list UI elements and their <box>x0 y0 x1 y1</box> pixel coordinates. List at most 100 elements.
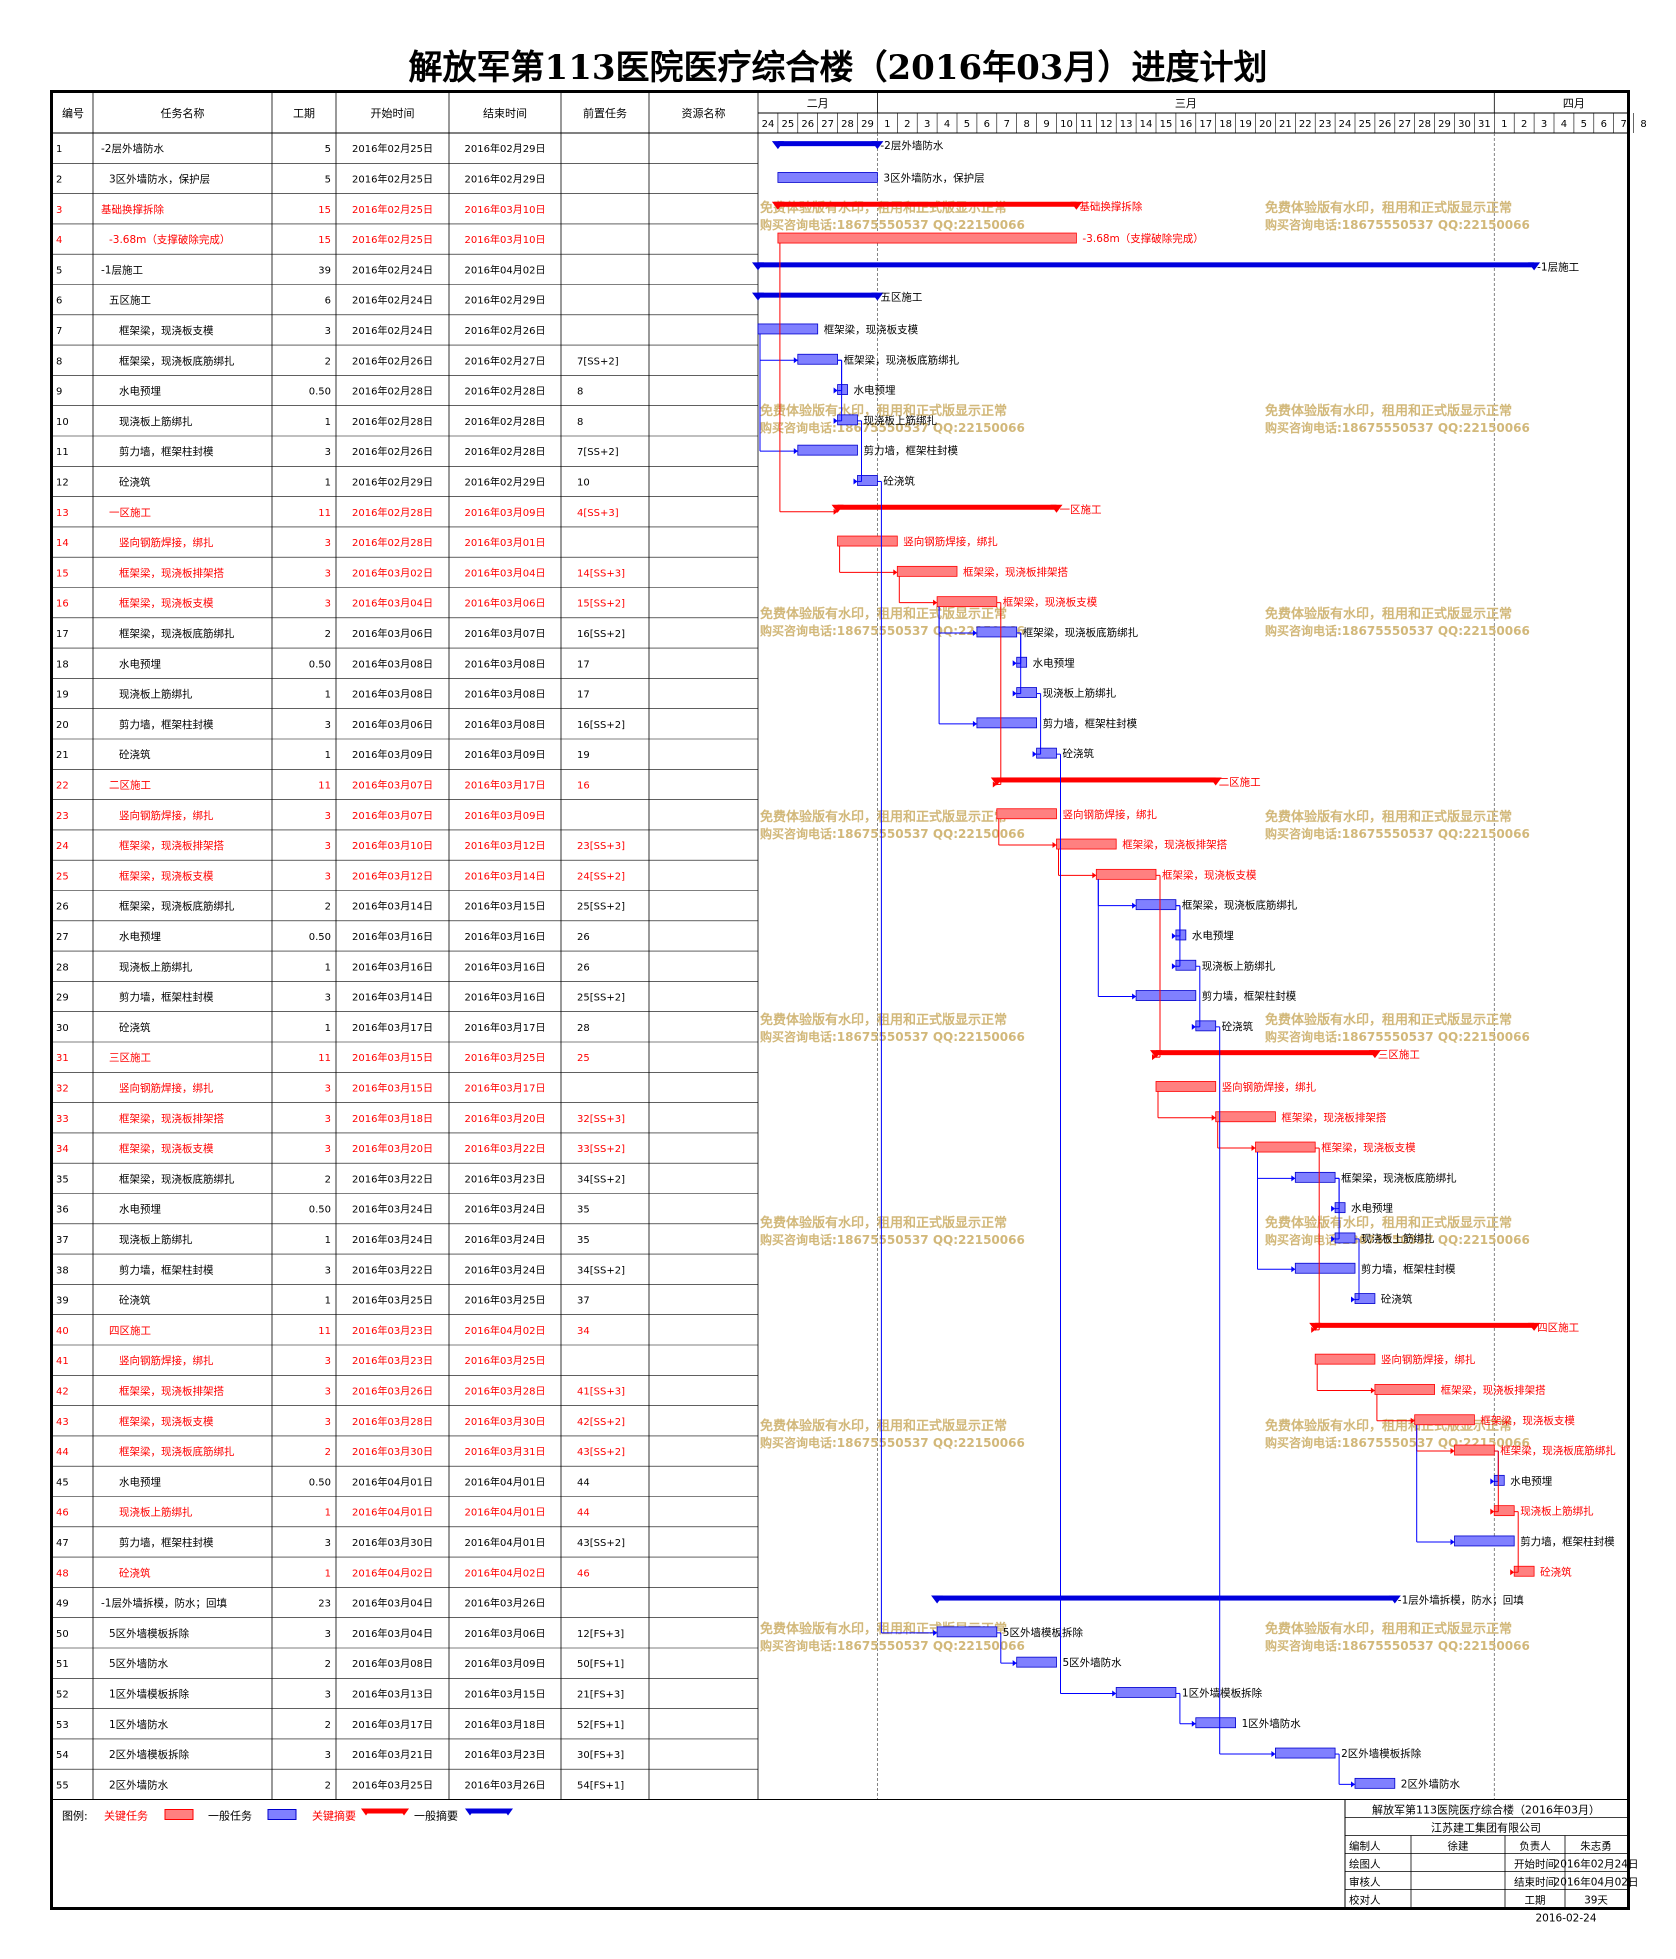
task-bar <box>1334 1232 1356 1244</box>
task-start: 2016年03月23日 <box>352 1354 433 1367</box>
info-cell: 校对人 <box>1349 1894 1381 1907</box>
summary-cap <box>1368 1050 1381 1059</box>
watermark-text: 购买咨询电话:18675550537 QQ:22150066 <box>760 826 1025 841</box>
watermark-text: 免费体验版有水印，租用和正式版显示正常 <box>760 403 1007 419</box>
task-bar <box>797 353 838 365</box>
task-id: 11 <box>56 447 69 458</box>
summary-cap <box>990 777 1003 786</box>
day-label: 7 <box>1620 119 1626 130</box>
task-id: 28 <box>56 962 69 973</box>
task-id: 8 <box>56 356 62 367</box>
legend-cap <box>361 1808 371 1816</box>
month-label: 三月 <box>1175 97 1197 110</box>
gantt-frame <box>50 90 1630 1910</box>
task-bar <box>1056 838 1117 850</box>
task-name: 水电预埋 <box>119 1203 161 1216</box>
bar-label: 框架梁，现浇板底筋绑扎 <box>1023 626 1139 639</box>
column-header: 开始时间 <box>371 106 415 120</box>
column-header: 资源名称 <box>682 106 726 120</box>
dependency-arrow <box>1092 872 1097 879</box>
dependency-arrow <box>1191 1720 1196 1727</box>
task-end: 2016年03月24日 <box>465 1233 546 1246</box>
task-name: 水电预埋 <box>119 385 161 398</box>
task-id: 19 <box>56 690 69 701</box>
task-duration: 1 <box>325 1568 331 1579</box>
task-id: 26 <box>56 902 69 913</box>
task-duration: 3 <box>325 720 331 731</box>
dependency-arrow <box>833 387 838 394</box>
bar-label: 框架梁，现浇板排架搭 <box>1441 1383 1546 1396</box>
task-bar <box>1016 687 1038 698</box>
task-id: 18 <box>56 659 69 670</box>
task-bar <box>1175 929 1187 941</box>
dependency-arrow <box>1012 690 1017 697</box>
task-bar <box>837 384 848 395</box>
task-start: 2016年02月25日 <box>352 203 433 216</box>
task-end: 2016年03月06日 <box>465 597 546 610</box>
info-project: 解放军第113医院医疗综合楼（2016年03月） <box>1372 1803 1600 1817</box>
bar-label: -3.68m（支撑破除完成） <box>1082 232 1203 245</box>
info-cell: 审核人 <box>1349 1876 1381 1889</box>
dependency-arrow <box>1052 842 1057 849</box>
dependency-arrow <box>1211 1114 1216 1121</box>
task-end: 2016年03月16日 <box>465 930 546 943</box>
task-predecessor: 28 <box>577 1023 590 1034</box>
dependency-arrow <box>933 599 938 606</box>
task-duration: 3 <box>325 811 331 822</box>
bar-label: 竖向钢筋焊接，绑扎 <box>1222 1080 1317 1093</box>
day-label: 9 <box>1043 119 1049 130</box>
summary-bar <box>1156 1050 1375 1056</box>
day-label: 16 <box>1179 119 1192 130</box>
task-end: 2016年03月06日 <box>465 1627 546 1640</box>
task-predecessor: 44 <box>577 1477 590 1488</box>
dependency-arrow <box>793 357 798 364</box>
task-predecessor: 7[SS+2] <box>577 356 619 367</box>
dependency-arrow <box>972 629 977 636</box>
day-label: 26 <box>1378 119 1391 130</box>
watermark-text: 购买咨询电话:18675550537 QQ:22150066 <box>1265 217 1530 232</box>
task-predecessor: 25[SS+2] <box>577 993 625 1004</box>
legend-normal-summary-swatch <box>470 1808 508 1814</box>
task-id: 52 <box>56 1689 69 1700</box>
task-name: -2层外墙防水 <box>101 142 164 155</box>
watermark-text: 购买咨询电话:18675550537 QQ:22150066 <box>1265 826 1530 841</box>
task-start: 2016年02月29日 <box>352 475 433 488</box>
task-predecessor: 32[SS+3] <box>577 1114 625 1125</box>
task-bar <box>896 565 958 577</box>
bar-label: 剪力墙，框架柱封模 <box>1361 1262 1456 1275</box>
bar-label: 1区外墙防水 <box>1242 1717 1302 1730</box>
summary-bar <box>1315 1322 1535 1328</box>
task-start: 2016年03月08日 <box>352 688 433 701</box>
dependency-arrow <box>1370 1387 1375 1394</box>
task-predecessor: 33[SS+2] <box>577 1144 625 1155</box>
task-bar <box>777 172 878 183</box>
task-end: 2016年03月16日 <box>465 991 546 1004</box>
task-bar <box>757 323 819 335</box>
dependency-arrow <box>1012 660 1017 667</box>
watermark-text: 免费体验版有水印，租用和正式版显示正常 <box>1265 1012 1512 1028</box>
task-id: 51 <box>56 1659 69 1670</box>
bar-label: -1层施工 <box>1537 260 1579 273</box>
day-label: 24 <box>1339 119 1352 130</box>
task-bar <box>857 475 878 486</box>
dependency-arrow <box>1191 1023 1196 1030</box>
day-label: 13 <box>1120 119 1133 130</box>
watermark-text: 免费体验版有水印，租用和正式版显示正常 <box>760 1012 1007 1028</box>
dependency-arrow <box>1450 1538 1455 1545</box>
task-id: 23 <box>56 811 69 822</box>
summary-cap <box>771 201 784 210</box>
task-start: 2016年03月22日 <box>352 1263 433 1276</box>
watermark-text: 免费体验版有水印，租用和正式版显示正常 <box>1265 403 1512 419</box>
dependency-arrow <box>1271 1751 1276 1758</box>
task-start: 2016年03月09日 <box>352 748 433 761</box>
info-cell: 2016年04月02日 <box>1554 1876 1639 1889</box>
bar-label: 2区外墙模板拆除 <box>1341 1747 1422 1760</box>
task-name: 3区外墙防水，保护层 <box>109 172 210 185</box>
bar-label: 框架梁，现浇板排架搭 <box>1122 838 1227 851</box>
dependency-arrow <box>1351 1781 1355 1788</box>
task-id: 12 <box>56 477 69 488</box>
task-id: 43 <box>56 1417 69 1428</box>
bar-label: 现浇板上筋绑扎 <box>1043 687 1117 700</box>
task-id: 39 <box>56 1296 69 1307</box>
task-duration: 3 <box>325 841 331 852</box>
